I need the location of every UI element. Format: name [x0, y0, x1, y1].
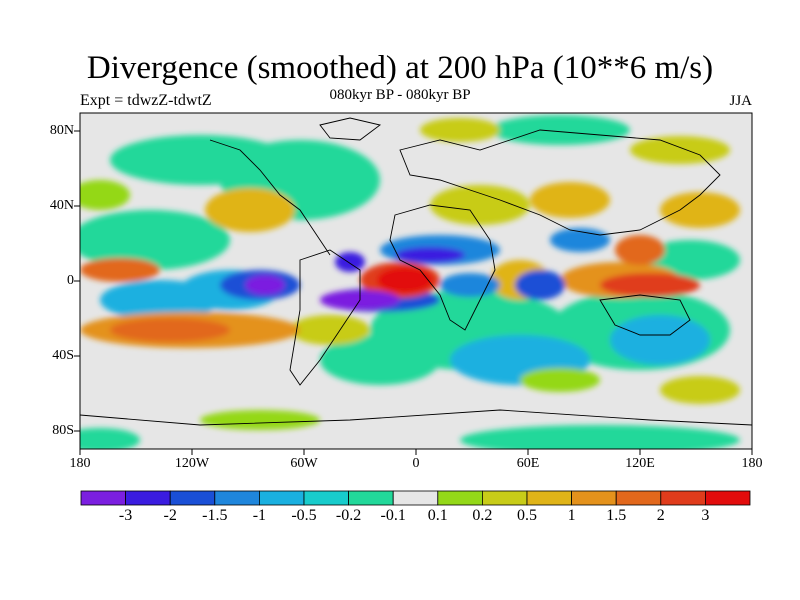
colorbar-label: 0.5 — [517, 507, 537, 524]
colorbar-swatch — [125, 490, 171, 506]
colorbar-label: -0.2 — [335, 507, 362, 524]
lon-tick-label: 60W — [290, 456, 318, 471]
colorbar-label: 0.2 — [472, 507, 493, 524]
experiment-label: Expt = tdwzZ-tdwtZ — [80, 92, 212, 109]
colorbar-label: 3 — [701, 507, 710, 524]
colorbar-swatch — [169, 490, 216, 506]
colorbar-swatch — [392, 490, 439, 506]
lon-tick-label: 120W — [174, 456, 210, 471]
lat-tick-label: 40S — [52, 348, 74, 363]
colorbar-label: 2 — [656, 507, 665, 524]
axis-ticks — [74, 130, 753, 455]
lon-tick-label: 0 — [412, 456, 420, 471]
season-label: JJA — [729, 93, 752, 109]
lat-tick-label: 80N — [49, 123, 74, 138]
coastlines — [80, 117, 752, 426]
colorbar-label: -2 — [163, 507, 177, 524]
colorbar-swatch — [258, 490, 305, 506]
colorbar-swatch — [705, 490, 751, 506]
colorbar-swatch — [303, 490, 349, 506]
colorbar-swatch — [80, 490, 126, 506]
colorbar-swatch — [348, 490, 394, 506]
lon-tick-label: 180 — [741, 456, 763, 471]
lon-tick-label: 180 — [69, 456, 91, 471]
lat-tick-label: 40N — [49, 198, 74, 213]
map-subtitle: 080kyr BP - 080kyr BP — [329, 87, 471, 103]
colorbar-label: 1 — [567, 507, 576, 524]
colorbar-label: -1.5 — [202, 507, 228, 524]
colorbar-label: -0.5 — [291, 507, 317, 524]
colorbar-label: 0.1 — [427, 507, 448, 524]
colorbar-label: 1.5 — [606, 507, 627, 524]
lon-tick-label: 60E — [516, 456, 540, 471]
colorbar-swatch — [660, 490, 706, 506]
colorbar-swatch — [526, 490, 572, 506]
colorbar-swatch — [615, 490, 662, 506]
lat-tick-label: 80S — [52, 423, 74, 438]
colorbar-swatch — [481, 490, 528, 506]
colorbar-label: -0.1 — [380, 507, 406, 524]
lon-tick-label: 120E — [625, 456, 655, 471]
map-title: Divergence (smoothed) at 200 hPa (10**6 … — [86, 50, 714, 86]
colorbar-swatch — [214, 490, 260, 506]
colorbar-swatch — [437, 490, 483, 506]
lat-tick-label: 0 — [67, 273, 74, 288]
colorbar-label: -1 — [252, 507, 267, 524]
colorbar-swatch — [571, 490, 617, 506]
colorbar-label: -3 — [118, 507, 133, 524]
